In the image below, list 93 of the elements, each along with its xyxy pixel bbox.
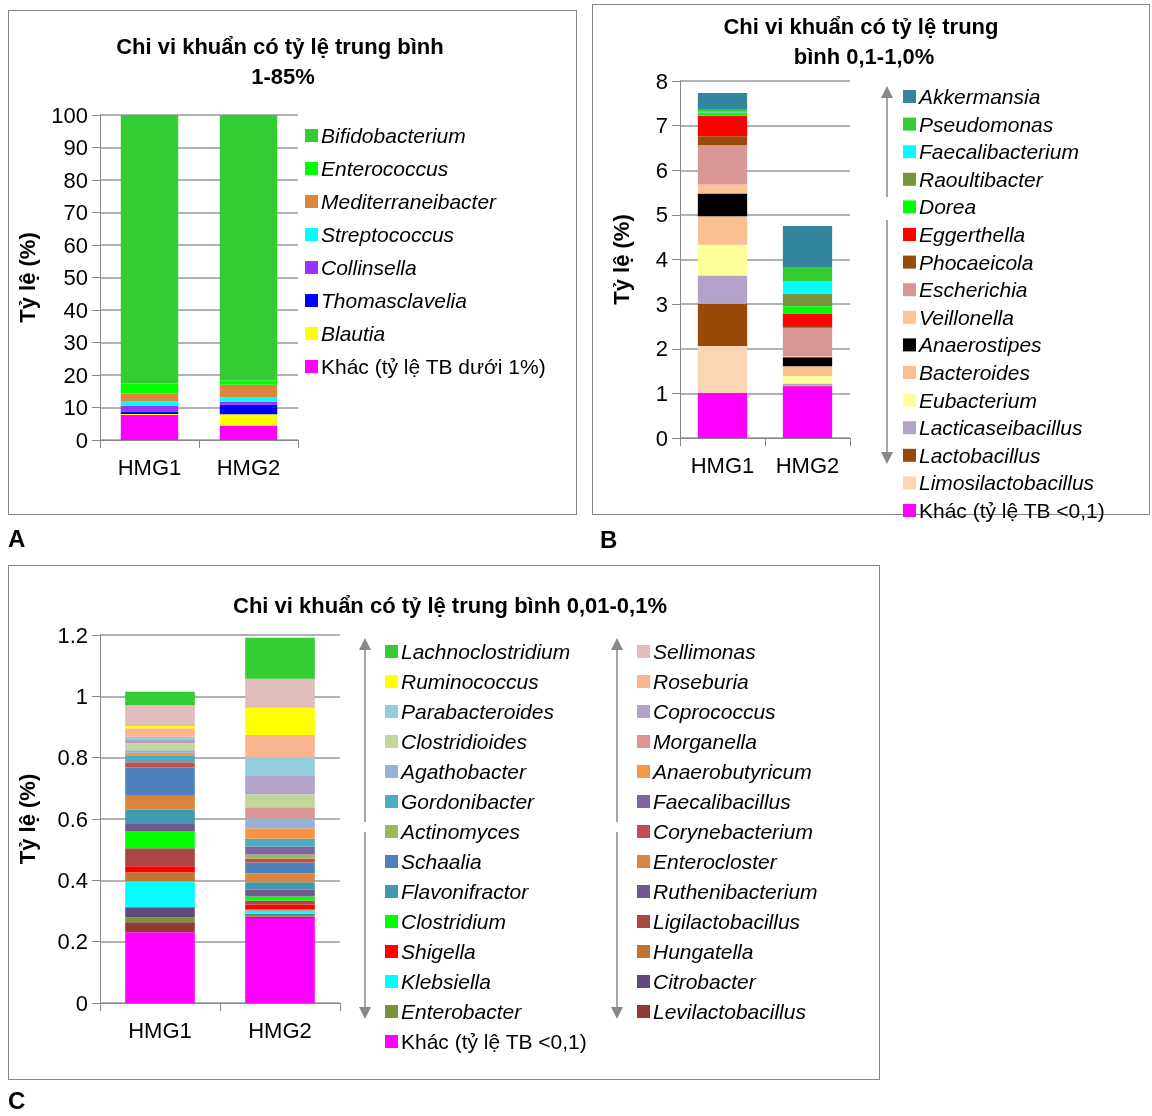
legend-label: Gordonibacter (401, 790, 536, 813)
legend-label: Enterococcus (321, 157, 449, 180)
legend-label: Faecalibacillus (653, 790, 792, 813)
y-tick-label: 0.4 (57, 867, 88, 893)
legend-label: Khác (tỷ lệ TB <0,1) (919, 499, 1105, 522)
x-tick-label: HMG1 (690, 452, 755, 478)
legend-label: Citrobacter (653, 970, 757, 993)
legend-label: Hungatella (653, 940, 754, 963)
text: B (600, 525, 618, 553)
legend-label: Shigella (401, 940, 476, 963)
legend-label: Ruminococcus (401, 670, 540, 693)
legend-label: Limosilactobacillus (919, 471, 1095, 495)
legend-label: Ligilactobacillus (653, 910, 801, 933)
legend-label: Collinsella (321, 256, 417, 279)
y-tick-label: 0.2 (57, 929, 88, 955)
legend-label: Parabacteroides (401, 700, 555, 723)
legend-label: Enterocloster (653, 850, 778, 873)
legend-label: Khác (tỷ lệ TB dưới 1%) (321, 355, 546, 378)
legend-label: Sellimonas (653, 640, 757, 663)
legend-label: Bacteroides (919, 361, 1031, 384)
text: Chi vi khuẩn có tỷ lệ trung bình 0,01-0,1% (233, 592, 667, 618)
legend-label: Clostridioides (401, 730, 528, 753)
y-tick-label: 1.2 (57, 622, 88, 648)
x-tick-label: HMG2 (775, 452, 840, 478)
y-axis-title: Tỷ lệ (%) (608, 214, 634, 305)
y-tick-label: 7 (655, 113, 668, 139)
x-tick-label: HMG2 (248, 1017, 312, 1043)
legend-label: Klebsiella (401, 970, 491, 993)
legend-label: Mediterraneibacter (321, 190, 498, 213)
y-tick-label: 0.8 (57, 745, 88, 771)
legend-label: Khác (tỷ lệ TB <0,1) (401, 1030, 587, 1053)
text: C (8, 1086, 26, 1114)
legend-label: Phocaeicola (919, 250, 1034, 274)
legend-label: Lacticaseibacillus (919, 416, 1083, 440)
legend-label: Roseburia (653, 670, 749, 693)
legend-label: Akkermansia (917, 85, 1041, 108)
legend-label: Flavonifractor (401, 880, 530, 903)
legend-label: Agathobacter (399, 760, 527, 783)
y-tick-label: 1 (655, 380, 668, 406)
y-tick-label: 30 (63, 330, 88, 355)
y-axis-title: Tỷ lệ (%) (14, 773, 40, 865)
legend-label: Coprococcus (653, 700, 777, 723)
y-tick-label: 20 (63, 362, 88, 388)
legend-label: Anaerobutyricum (651, 760, 812, 783)
legend-label: Pseudomonas (919, 112, 1054, 136)
legend-label: Corynebacterium (653, 820, 813, 843)
x-tick-label: HMG1 (117, 454, 182, 480)
y-tick-label: 100 (51, 102, 88, 128)
y-tick-label: 6 (655, 157, 668, 183)
y-tick-label: 80 (63, 167, 88, 193)
y-tick-label: 70 (63, 200, 88, 225)
legend-label: Lactobacillus (919, 443, 1041, 467)
legend-label: Streptococcus (321, 223, 455, 246)
y-tick-label: 50 (63, 265, 88, 290)
legend-label: Escherichia (919, 278, 1028, 302)
y-tick-label: 0 (75, 990, 88, 1016)
y-tick-label: 3 (655, 291, 668, 317)
legend-label: Dorea (919, 195, 977, 219)
legend-label: Ruthenibacterium (653, 880, 818, 903)
legend-label: Morganella (653, 730, 757, 753)
x-tick-label: HMG1 (128, 1017, 192, 1043)
y-tick-label: 5 (655, 202, 668, 228)
legend-label: Clostridium (401, 910, 507, 933)
y-tick-label: 10 (63, 395, 88, 420)
y-tick-label: 0 (655, 425, 668, 451)
text: A (8, 524, 26, 552)
y-tick-label: 0.6 (57, 806, 88, 832)
legend-label: Bifidobacterium (321, 124, 466, 147)
y-tick-label: 40 (63, 297, 88, 323)
legend-label: Eggerthella (919, 223, 1026, 246)
chart-title: Chi vi khuẩn có tỷ lệ trung bình 0,1-1,0% (723, 13, 1005, 69)
legend-label: Eubacterium (919, 388, 1037, 412)
legend-label: Faecalibacterium (919, 140, 1079, 164)
y-tick-label: 90 (63, 135, 88, 160)
y-tick-label: 60 (63, 232, 88, 258)
chart-title: Chi vi khuẩn có tỷ lệ trung bình 1-85% (116, 33, 450, 89)
legend-label: Veillonella (919, 305, 1014, 329)
legend-label: Actinomyces (399, 820, 521, 843)
y-tick-label: 1 (75, 683, 88, 709)
y-tick-label: 2 (655, 336, 668, 362)
legend-label: Lachnoclostridium (401, 640, 571, 663)
legend-label: Levilactobacillus (653, 1000, 807, 1023)
legend-label: Enterobacter (401, 1000, 523, 1023)
y-tick-label: 4 (655, 247, 668, 272)
y-tick-label: 8 (655, 68, 668, 94)
legend-label: Anaerostipes (917, 333, 1043, 357)
legend-label: Blautia (321, 322, 386, 345)
legend-label: Raoultibacter (919, 167, 1044, 191)
legend-label: Schaalia (401, 850, 482, 873)
legend-label: Thomasclavelia (321, 289, 467, 312)
y-axis-title: Tỷ lệ (%) (14, 232, 40, 323)
y-tick-label: 0 (75, 427, 88, 453)
x-tick-label: HMG2 (216, 454, 281, 480)
